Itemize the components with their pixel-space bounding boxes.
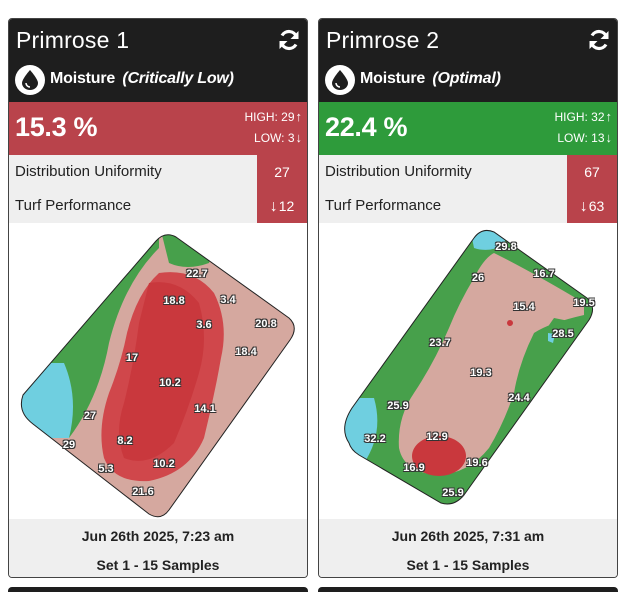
low-value: LOW: 13↓ [557,130,613,146]
sample-label: 3.6 [196,319,212,331]
low-value: LOW: 3↓ [254,130,303,146]
distribution-value: 27 [257,155,307,189]
water-drop-icon [15,65,45,95]
sample-label: 25.9 [442,487,464,499]
status-text: (Critically Low) [122,70,234,87]
sample-label: 10.2 [153,458,175,470]
sample-label: 8.2 [117,435,133,447]
sample-date: Jun 26th 2025, 7:23 am [81,528,235,544]
high-value: HIGH: 32↑ [554,109,613,125]
status-text: (Optimal) [432,70,501,87]
card-footer: Jun 26th 2025, 7:23 am Set 1 - 15 Sample… [9,519,307,577]
sample-label: 25.9 [387,400,409,412]
turf-performance-row: Turf Performance ↓63 [319,189,617,223]
sample-label: 28.5 [552,328,574,340]
turf-label: Turf Performance [325,197,442,214]
card-title: Primrose 2 [326,27,440,53]
arrow-down-icon: ↓ [269,198,278,215]
metric-name: Moisture [50,70,116,87]
water-drop-icon [325,65,355,95]
sample-label: 17 [125,352,139,364]
distribution-uniformity-row: Distribution Uniformity 67 [319,155,617,189]
arrow-down-icon: ↓ [605,130,613,145]
card-footer: Jun 26th 2025, 7:31 am Set 1 - 15 Sample… [319,519,617,577]
card-title: Primrose 1 [16,27,130,53]
turf-value: ↓12 [257,189,307,223]
sample-label: 10.2 [159,377,181,389]
sample-label: 3.4 [220,294,236,306]
moisture-reading: 22.4 % HIGH: 32↑ LOW: 13↓ [319,102,617,155]
sample-label: 26 [471,272,485,284]
refresh-icon[interactable] [277,28,301,52]
sample-date: Jun 26th 2025, 7:31 am [391,528,545,544]
card-header: Primrose 1 Moisture (Critically Low) [9,19,307,102]
turf-performance-row: Turf Performance ↓12 [9,189,307,223]
distribution-label: Distribution Uniformity [15,163,162,180]
sample-label: 19.3 [470,367,492,379]
next-card-header [318,587,618,592]
sample-set: Set 1 - 15 Samples [406,557,530,573]
moisture-value: 22.4 % [325,112,408,142]
sample-label: 23.7 [429,337,451,349]
sample-label: 12.9 [426,431,448,443]
moisture-status: Moisture (Optimal) [360,70,501,88]
sample-label: 21.6 [132,486,154,498]
moisture-status: Moisture (Critically Low) [50,70,234,88]
sample-label: 24.4 [508,392,530,404]
sample-label: 18.4 [235,346,257,358]
sample-label: 29.8 [495,241,517,253]
arrow-up-icon: ↑ [605,109,613,124]
sample-label: 16.9 [403,462,425,474]
sample-label: 19.6 [466,457,488,469]
sample-label: 22.7 [186,268,208,280]
arrow-up-icon: ↑ [295,109,303,124]
sample-label: 27 [83,410,97,422]
sample-label: 32.2 [364,433,386,445]
moisture-value: 15.3 % [15,112,98,142]
card-header: Primrose 2 Moisture (Optimal) [319,19,617,102]
moisture-heatmap[interactable]: 22.7 18.8 3.4 3.6 20.8 17 18.4 10.2 14.1… [9,223,307,519]
arrow-down-icon: ↓ [579,198,588,215]
sample-label: 5.3 [98,463,114,475]
high-value: HIGH: 29↑ [244,109,303,125]
distribution-value: 67 [567,155,617,189]
turf-label: Turf Performance [15,197,132,214]
sample-label: 18.8 [163,295,185,307]
refresh-icon[interactable] [587,28,611,52]
sample-label: 29 [62,439,76,451]
sample-label: 15.4 [513,301,535,313]
moisture-reading: 15.3 % HIGH: 29↑ LOW: 3↓ [9,102,307,155]
sample-label: 20.8 [255,318,277,330]
moisture-heatmap[interactable]: 29.8 26 16.7 15.4 19.5 28.5 23.7 19.3 24… [319,223,617,519]
field-card-primrose-2[interactable]: Primrose 2 Moisture (Optimal) 22.4 % HIG… [318,18,618,578]
sample-label: 16.7 [533,268,555,280]
sample-set: Set 1 - 15 Samples [96,557,220,573]
distribution-label: Distribution Uniformity [325,163,472,180]
field-card-primrose-1[interactable]: Primrose 1 Moisture (Critically Low) 15.… [8,18,308,578]
turf-value: ↓63 [567,189,617,223]
sample-label: 14.1 [194,403,216,415]
metric-name: Moisture [360,70,426,87]
sample-label: 19.5 [573,297,595,309]
arrow-down-icon: ↓ [295,130,303,145]
next-card-header [8,587,308,592]
distribution-uniformity-row: Distribution Uniformity 27 [9,155,307,189]
